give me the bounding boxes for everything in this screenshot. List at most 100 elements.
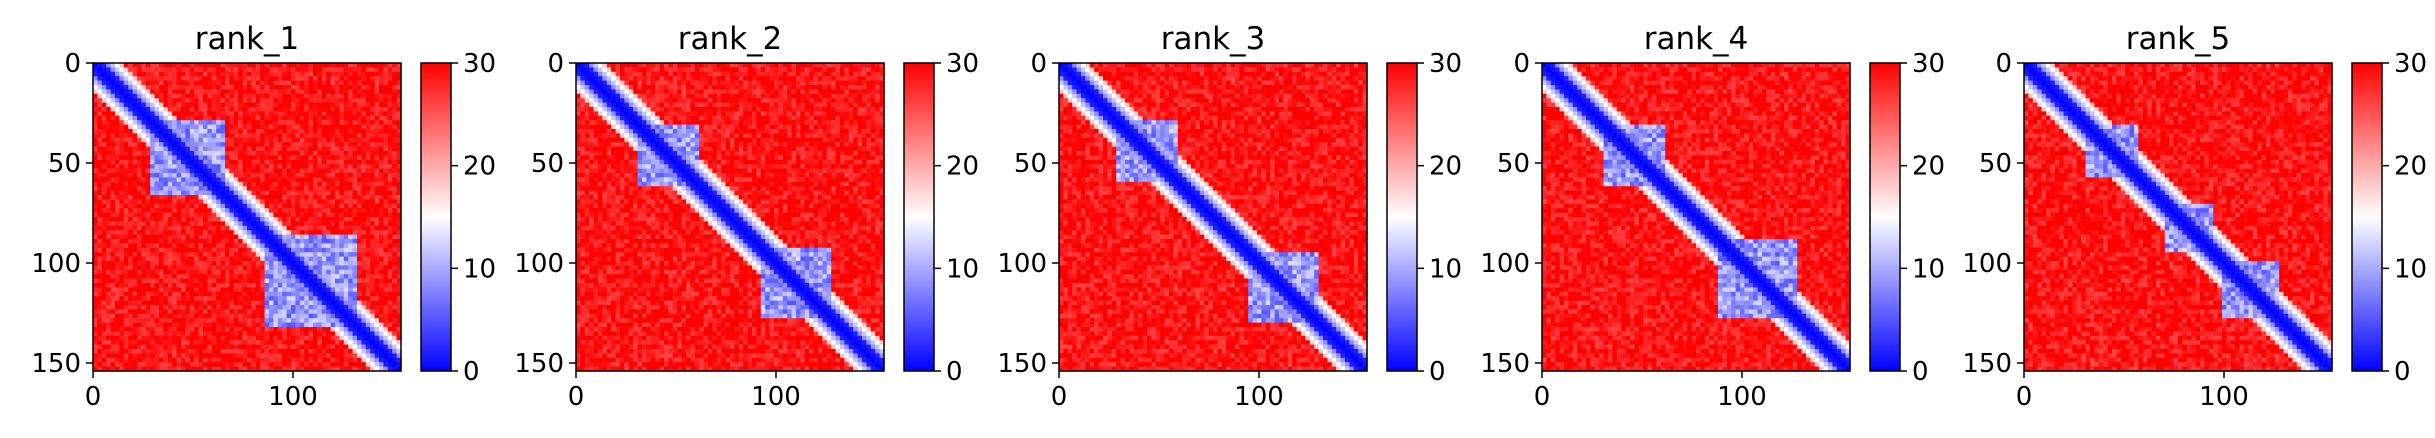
heatmap-cell — [137, 212, 142, 218]
heatmap-cell — [225, 287, 230, 293]
heatmap-cell — [194, 322, 200, 328]
heatmap-cell — [326, 225, 332, 231]
heatmap-cell — [115, 102, 120, 108]
heatmap-cell — [225, 129, 230, 134]
heatmap-cell — [361, 102, 367, 108]
heatmap-cell — [396, 252, 402, 258]
heatmap-cell — [313, 137, 318, 143]
heatmap-cell — [115, 124, 120, 130]
heatmap-cell — [97, 305, 103, 310]
heatmap-cell — [238, 71, 244, 77]
heatmap-cell — [330, 89, 336, 95]
heatmap-cell — [185, 203, 191, 209]
heatmap-cell — [269, 76, 274, 82]
heatmap-cell — [339, 199, 345, 205]
heatmap-cell — [264, 287, 270, 293]
heatmap-cell — [326, 234, 332, 240]
heatmap-cell — [308, 63, 314, 68]
heatmap-cell — [269, 137, 274, 143]
heatmap-cell — [101, 239, 107, 244]
heatmap-cell — [242, 129, 248, 134]
heatmap-cell — [185, 133, 191, 139]
heatmap-cell — [321, 208, 327, 214]
heatmap-cell — [308, 93, 314, 99]
heatmap-cell — [357, 318, 362, 324]
heatmap-cell — [216, 217, 222, 222]
heatmap-cell — [123, 252, 129, 258]
heatmap-cell — [203, 265, 208, 271]
heatmap-cell — [194, 305, 200, 310]
heatmap-cell — [101, 322, 107, 328]
heatmap-cell — [348, 265, 354, 271]
heatmap-cell — [220, 291, 226, 297]
heatmap-cell — [123, 327, 129, 332]
heatmap-cell — [286, 305, 292, 310]
heatmap-cell — [97, 225, 103, 231]
heatmap-cell — [255, 181, 261, 187]
heatmap-cell — [269, 93, 274, 99]
heatmap-cell — [110, 344, 116, 350]
heatmap-cell — [396, 287, 402, 293]
heatmap-cell — [101, 349, 107, 354]
heatmap-cell — [269, 133, 274, 139]
heatmap-cell — [335, 353, 340, 359]
heatmap-cell — [233, 217, 239, 222]
heatmap-cell — [282, 85, 288, 90]
heatmap-cell — [343, 177, 349, 183]
heatmap-cell — [317, 243, 323, 249]
heatmap-cell — [295, 190, 301, 196]
heatmap-cell — [154, 283, 160, 288]
heatmap-cell — [167, 247, 173, 253]
heatmap-cell — [348, 137, 354, 143]
heatmap-cell — [229, 186, 235, 192]
heatmap-cell — [348, 221, 354, 227]
heatmap-cell — [242, 181, 248, 187]
heatmap-cell — [313, 335, 318, 341]
heatmap-cell — [260, 322, 266, 328]
heatmap-cell — [211, 225, 217, 231]
heatmap-cell — [172, 300, 178, 306]
heatmap-cell — [357, 129, 362, 134]
heatmap-cell — [119, 76, 125, 82]
heatmap-cell — [260, 261, 266, 266]
heatmap-cell — [273, 186, 279, 192]
heatmap-cell — [352, 115, 358, 121]
heatmap-cell — [106, 67, 112, 73]
heatmap-cell — [216, 300, 222, 306]
heatmap-cell — [238, 181, 244, 187]
heatmap-cell — [396, 93, 402, 99]
heatmap-cell — [291, 111, 296, 117]
heatmap-cell — [326, 256, 332, 262]
heatmap-cell — [163, 366, 169, 372]
heatmap-cell — [203, 349, 208, 354]
heatmap-cell — [370, 234, 376, 240]
heatmap-cell — [273, 234, 279, 240]
heatmap-cell — [330, 168, 336, 174]
heatmap-cell — [145, 296, 151, 302]
heatmap-cell — [330, 331, 336, 337]
heatmap-cell — [150, 261, 156, 266]
heatmap-cell — [154, 278, 160, 284]
heatmap-cell — [264, 309, 270, 315]
heatmap-cell — [370, 344, 376, 350]
heatmap-cell — [379, 107, 384, 112]
heatmap-cell — [374, 212, 380, 218]
heatmap-cell — [176, 239, 182, 244]
heatmap-cell — [370, 247, 376, 253]
heatmap-cell — [357, 322, 362, 328]
heatmap-cell — [251, 212, 257, 218]
heatmap-cell — [247, 300, 252, 306]
heatmap-cell — [291, 164, 296, 170]
heatmap-cell — [110, 318, 116, 324]
heatmap-cell — [106, 124, 112, 130]
heatmap-cell — [387, 230, 393, 236]
heatmap-cell — [238, 164, 244, 170]
heatmap-cell — [321, 327, 327, 332]
heatmap-cell — [299, 243, 305, 249]
heatmap-cell — [194, 327, 200, 332]
heatmap-cell — [176, 71, 182, 77]
heatmap-cell — [220, 265, 226, 271]
heatmap-cell — [330, 362, 336, 368]
heatmap-cell — [269, 322, 274, 328]
heatmap-cell — [317, 296, 323, 302]
